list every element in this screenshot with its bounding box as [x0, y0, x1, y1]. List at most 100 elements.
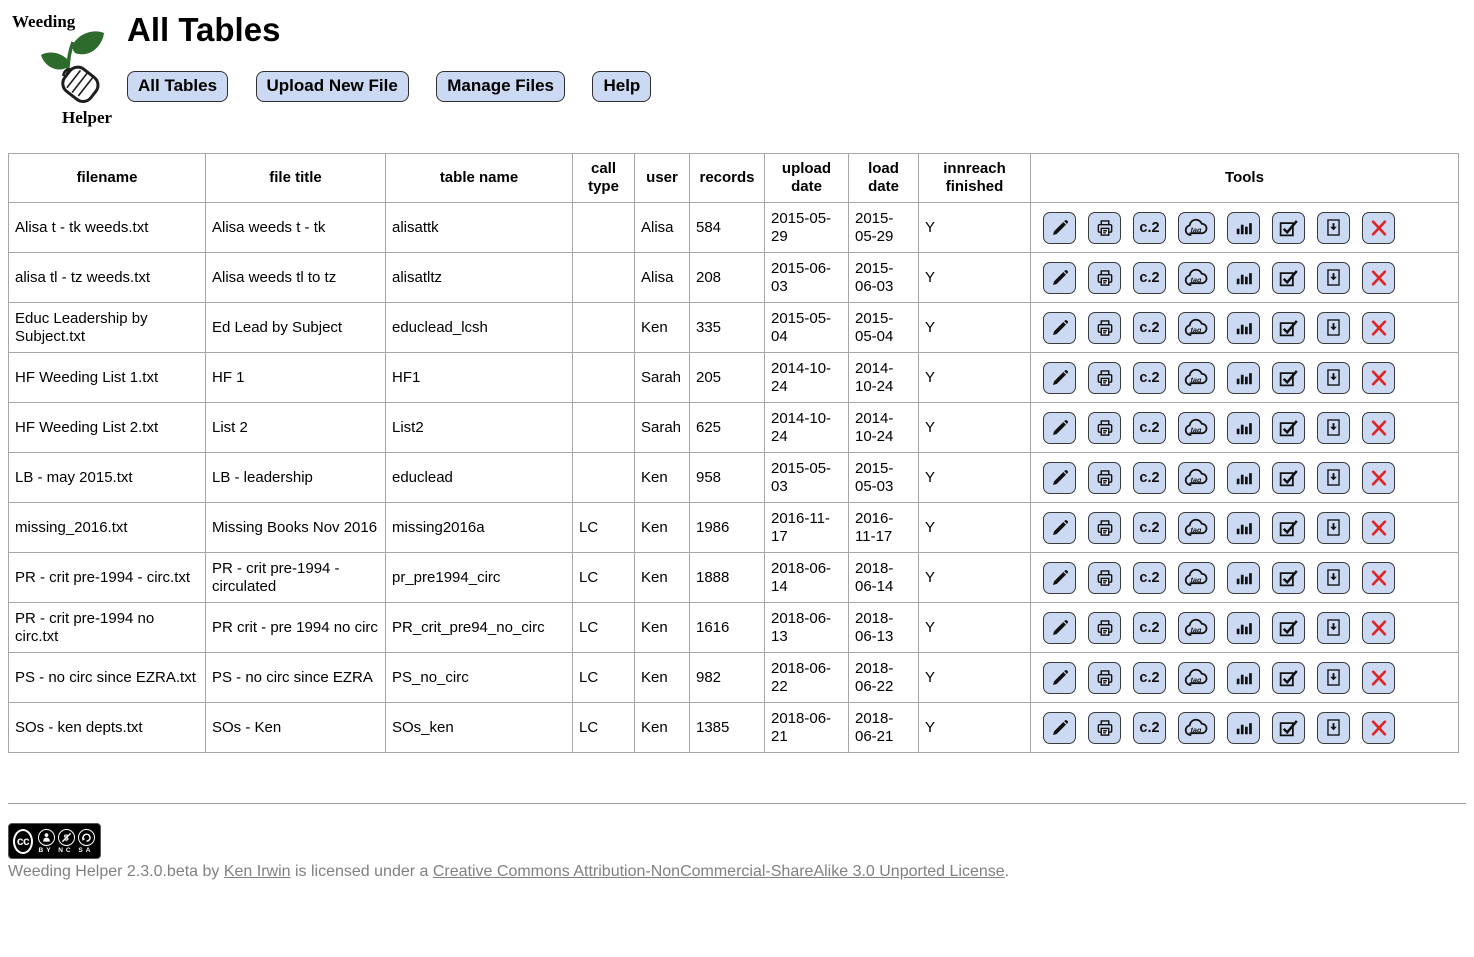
tool-edit-button[interactable]: [1043, 261, 1076, 294]
tool-delete-button[interactable]: [1362, 411, 1395, 444]
tool-copy2-button[interactable]: c.2: [1133, 261, 1166, 294]
tool-tag-cloud-button[interactable]: tag: [1178, 311, 1215, 344]
tool-checklist-button[interactable]: [1272, 311, 1305, 344]
tool-download-button[interactable]: [1317, 261, 1350, 294]
tool-edit-button[interactable]: [1043, 611, 1076, 644]
tool-copy2-button[interactable]: c.2: [1133, 561, 1166, 594]
tool-edit-button[interactable]: [1043, 411, 1076, 444]
license-link[interactable]: Creative Commons Attribution-NonCommerci…: [432, 863, 1005, 880]
tool-stats-button[interactable]: [1227, 661, 1260, 694]
tool-tag-cloud-button[interactable]: tag: [1178, 261, 1215, 294]
tool-checklist-button[interactable]: [1272, 711, 1305, 744]
tool-edit-button[interactable]: [1043, 211, 1076, 244]
tool-print-button[interactable]: [1088, 511, 1121, 544]
tool-stats-button[interactable]: [1227, 611, 1260, 644]
tool-edit-button[interactable]: [1043, 461, 1076, 494]
tool-copy2-button[interactable]: c.2: [1133, 711, 1166, 744]
cell-records: 584: [689, 202, 765, 253]
tool-tag-cloud-button[interactable]: tag: [1178, 461, 1215, 494]
tool-print-button[interactable]: [1088, 361, 1121, 394]
tool-stats-button[interactable]: [1227, 561, 1260, 594]
tool-delete-button[interactable]: [1362, 561, 1395, 594]
tool-checklist-button[interactable]: [1272, 361, 1305, 394]
tool-delete-button[interactable]: [1362, 211, 1395, 244]
tool-copy2-button[interactable]: c.2: [1133, 411, 1166, 444]
pencil-icon: [1050, 618, 1070, 638]
nav-upload-new-file-button[interactable]: Upload New File: [255, 70, 409, 102]
tool-print-button[interactable]: [1088, 261, 1121, 294]
tool-print-button[interactable]: [1088, 211, 1121, 244]
tool-download-button[interactable]: [1317, 311, 1350, 344]
tool-copy2-button[interactable]: c.2: [1133, 461, 1166, 494]
tool-edit-button[interactable]: [1043, 711, 1076, 744]
tool-tag-cloud-button[interactable]: tag: [1178, 361, 1215, 394]
nav-all-tables-button[interactable]: All Tables: [127, 70, 229, 102]
tool-tag-cloud-button[interactable]: tag: [1178, 411, 1215, 444]
tool-download-button[interactable]: [1317, 411, 1350, 444]
tool-delete-button[interactable]: [1362, 511, 1395, 544]
tool-checklist-button[interactable]: [1272, 511, 1305, 544]
tool-download-button[interactable]: [1317, 361, 1350, 394]
tool-checklist-button[interactable]: [1272, 661, 1305, 694]
table-row: missing_2016.txt Missing Books Nov 2016 mi…: [8, 502, 1459, 553]
tool-edit-button[interactable]: [1043, 311, 1076, 344]
tool-delete-button[interactable]: [1362, 361, 1395, 394]
tool-download-button[interactable]: [1317, 211, 1350, 244]
tool-download-button[interactable]: [1317, 461, 1350, 494]
tool-copy2-button[interactable]: c.2: [1133, 361, 1166, 394]
tool-print-button[interactable]: [1088, 311, 1121, 344]
tool-tag-cloud-button[interactable]: tag: [1178, 611, 1215, 644]
tool-stats-button[interactable]: [1227, 261, 1260, 294]
tool-edit-button[interactable]: [1043, 661, 1076, 694]
c2-icon: c.2: [1139, 719, 1160, 736]
tool-stats-button[interactable]: [1227, 711, 1260, 744]
cc-license-badge[interactable]: cc $ BY NC SA: [8, 823, 101, 859]
tool-tag-cloud-button[interactable]: tag: [1178, 561, 1215, 594]
tool-tag-cloud-button[interactable]: tag: [1178, 661, 1215, 694]
tool-stats-button[interactable]: [1227, 511, 1260, 544]
tool-stats-button[interactable]: [1227, 311, 1260, 344]
tool-delete-button[interactable]: [1362, 611, 1395, 644]
nav-manage-files-button[interactable]: Manage Files: [436, 70, 566, 102]
tool-stats-button[interactable]: [1227, 361, 1260, 394]
tool-copy2-button[interactable]: c.2: [1133, 611, 1166, 644]
tool-checklist-button[interactable]: [1272, 261, 1305, 294]
tool-tag-cloud-button[interactable]: tag: [1178, 211, 1215, 244]
author-link[interactable]: Ken Irwin: [223, 863, 291, 880]
nav-help-button[interactable]: Help: [592, 70, 652, 102]
tool-delete-button[interactable]: [1362, 711, 1395, 744]
tool-copy2-button[interactable]: c.2: [1133, 311, 1166, 344]
tool-print-button[interactable]: [1088, 411, 1121, 444]
tool-checklist-button[interactable]: [1272, 461, 1305, 494]
tool-download-button[interactable]: [1317, 661, 1350, 694]
tool-copy2-button[interactable]: c.2: [1133, 511, 1166, 544]
tool-print-button[interactable]: [1088, 611, 1121, 644]
tool-download-button[interactable]: [1317, 561, 1350, 594]
tool-checklist-button[interactable]: [1272, 211, 1305, 244]
tool-stats-button[interactable]: [1227, 461, 1260, 494]
tool-checklist-button[interactable]: [1272, 411, 1305, 444]
tool-edit-button[interactable]: [1043, 361, 1076, 394]
tool-delete-button[interactable]: [1362, 311, 1395, 344]
tool-checklist-button[interactable]: [1272, 611, 1305, 644]
tool-tag-cloud-button[interactable]: tag: [1178, 711, 1215, 744]
tool-download-button[interactable]: [1317, 711, 1350, 744]
tool-print-button[interactable]: [1088, 661, 1121, 694]
tool-tag-cloud-button[interactable]: tag: [1178, 511, 1215, 544]
tool-checklist-button[interactable]: [1272, 561, 1305, 594]
tool-print-button[interactable]: [1088, 461, 1121, 494]
tool-download-button[interactable]: [1317, 511, 1350, 544]
tool-edit-button[interactable]: [1043, 561, 1076, 594]
tool-delete-button[interactable]: [1362, 661, 1395, 694]
tool-delete-button[interactable]: [1362, 261, 1395, 294]
tool-copy2-button[interactable]: c.2: [1133, 661, 1166, 694]
tool-stats-button[interactable]: [1227, 211, 1260, 244]
tool-print-button[interactable]: [1088, 561, 1121, 594]
tool-edit-button[interactable]: [1043, 511, 1076, 544]
tool-copy2-button[interactable]: c.2: [1133, 211, 1166, 244]
tool-print-button[interactable]: [1088, 711, 1121, 744]
tool-stats-button[interactable]: [1227, 411, 1260, 444]
tool-download-button[interactable]: [1317, 611, 1350, 644]
cell-tools: c.2 tag: [1030, 602, 1459, 653]
tool-delete-button[interactable]: [1362, 461, 1395, 494]
